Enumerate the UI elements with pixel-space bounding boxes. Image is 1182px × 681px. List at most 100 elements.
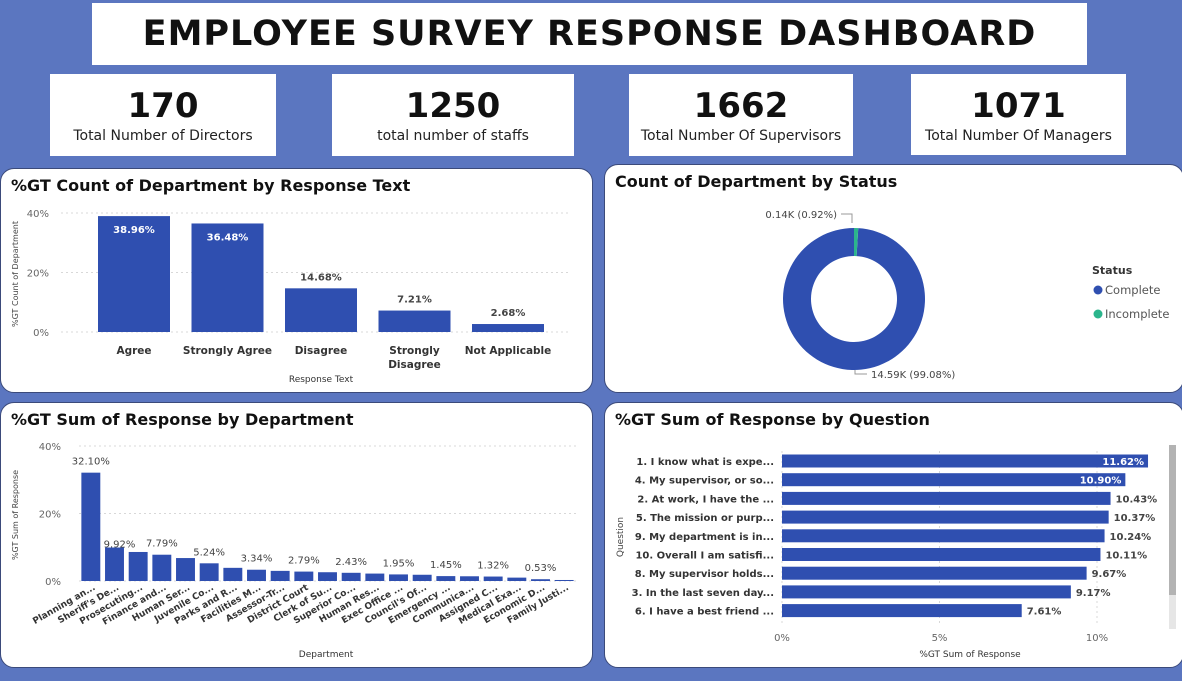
data-label: 1.45% bbox=[430, 560, 462, 571]
kpi-card-managers: 1071 Total Number Of Managers bbox=[911, 74, 1126, 155]
x-tick-label: Strongly Agree bbox=[183, 345, 272, 357]
y-tick-label: 40% bbox=[27, 209, 49, 220]
chart-title: %GT Sum of Response by Department bbox=[11, 410, 354, 429]
question-bar-chart: 0% 5% 10% %GT Sum of Response Question 11.62%… bbox=[616, 445, 1176, 660]
bar bbox=[285, 288, 357, 332]
kpi-label: total number of staffs bbox=[377, 128, 529, 144]
bar bbox=[412, 574, 432, 581]
bar bbox=[152, 554, 172, 581]
legend-title: Status bbox=[1092, 264, 1133, 277]
data-label: 10.37% bbox=[1114, 513, 1156, 524]
bar bbox=[782, 510, 1109, 524]
bar bbox=[436, 576, 456, 581]
y-axis-label: %GT Count of Department bbox=[11, 221, 20, 327]
x-axis-label: %GT Sum of Response bbox=[919, 650, 1021, 660]
legend-marker bbox=[1093, 285, 1103, 295]
bar bbox=[782, 491, 1111, 505]
donut-slice-complete bbox=[783, 228, 925, 370]
bar bbox=[294, 571, 314, 581]
y-tick-label: 6. I have a best friend ... bbox=[635, 607, 774, 618]
data-label: 10.11% bbox=[1105, 551, 1147, 562]
leader-line bbox=[841, 213, 853, 223]
y-tick-label: 0% bbox=[45, 577, 61, 588]
bar bbox=[782, 473, 1126, 487]
data-label: 11.62% bbox=[1102, 457, 1144, 468]
bar bbox=[782, 548, 1101, 561]
status-donut-chart: 0.14K (0.92%) 14.59K (99.08%) Status Comple… bbox=[765, 210, 1169, 381]
slice-label: 0.14K (0.92%) bbox=[765, 210, 837, 221]
bar bbox=[782, 566, 1087, 580]
bar bbox=[199, 563, 219, 581]
panel-status-chart[interactable]: Count of Department by Status 0.14K (0.9… bbox=[604, 164, 1182, 393]
bar bbox=[191, 223, 264, 332]
y-tick-label: 20% bbox=[39, 510, 61, 521]
x-axis-label: Response Text bbox=[289, 375, 354, 385]
bar bbox=[365, 573, 385, 581]
x-tick-label: Strongly bbox=[389, 345, 440, 357]
y-tick-label: 3. In the last seven day... bbox=[632, 588, 774, 599]
bar bbox=[531, 579, 550, 581]
data-label: 1.32% bbox=[477, 561, 509, 572]
y-axis-label: %GT Sum of Response bbox=[11, 470, 20, 560]
kpi-value: 1071 bbox=[971, 85, 1066, 126]
bar bbox=[341, 572, 361, 581]
bar bbox=[247, 569, 266, 581]
kpi-card-staffs: 1250 total number of staffs bbox=[332, 74, 574, 156]
department-bar-chart: 40%20%0%%GT Sum of Response32.10%Plannin… bbox=[11, 442, 576, 660]
x-tick-label: Not Applicable bbox=[465, 345, 552, 357]
y-tick-label: 1. I know what is expe... bbox=[636, 457, 774, 468]
bar bbox=[554, 579, 574, 581]
data-label: 2.79% bbox=[288, 556, 320, 567]
donut-slice-incomplete bbox=[854, 228, 859, 257]
legend-entry: Complete bbox=[1105, 283, 1160, 297]
data-label: 9.17% bbox=[1076, 588, 1111, 599]
panel-question-chart[interactable]: %GT Sum of Response by Question 0% 5% 10%%… bbox=[604, 402, 1182, 668]
bar bbox=[460, 576, 479, 581]
kpi-label: Total Number of Directors bbox=[73, 128, 253, 144]
data-label: 10.43% bbox=[1116, 494, 1158, 505]
kpi-value: 1250 bbox=[405, 86, 501, 126]
response-text-bar-chart: 40% 20% 0% %GT Count of Department 38.96% Agr… bbox=[11, 209, 571, 385]
bar bbox=[98, 216, 170, 332]
legend-entry: Incomplete bbox=[1105, 307, 1169, 321]
data-label: 14.68% bbox=[300, 272, 342, 283]
data-label: 3.34% bbox=[241, 554, 273, 565]
bar bbox=[81, 472, 101, 581]
data-label: 7.21% bbox=[397, 295, 432, 306]
data-label: 5.24% bbox=[193, 547, 225, 558]
data-label: 10.24% bbox=[1110, 532, 1152, 543]
data-label: 38.96% bbox=[113, 225, 155, 236]
slice-label: 14.59K (99.08%) bbox=[871, 370, 955, 381]
y-tick-label: 10. Overall I am satisfi... bbox=[635, 551, 774, 562]
dashboard-title-banner: EMPLOYEE SURVEY RESPONSE DASHBOARD bbox=[92, 3, 1087, 65]
bar bbox=[270, 570, 290, 581]
bar bbox=[782, 454, 1149, 468]
legend-marker bbox=[1093, 309, 1103, 319]
bar bbox=[378, 310, 451, 332]
y-tick-label: 40% bbox=[39, 442, 61, 453]
x-axis-label: Department bbox=[299, 650, 354, 660]
panel-response-text-chart[interactable]: %GT Count of Department by Response Text… bbox=[0, 168, 593, 393]
x-tick-label: Disagree bbox=[388, 359, 441, 371]
bar bbox=[472, 324, 544, 332]
data-label: 36.48% bbox=[207, 232, 249, 243]
kpi-value: 1662 bbox=[693, 86, 789, 126]
y-tick-label: 8. My supervisor holds... bbox=[635, 569, 774, 580]
data-label: 32.10% bbox=[72, 457, 110, 468]
x-tick-label: 10% bbox=[1086, 633, 1108, 644]
data-label: 7.79% bbox=[146, 539, 178, 550]
bar bbox=[223, 567, 243, 581]
scrollbar-thumb[interactable] bbox=[1169, 445, 1176, 595]
kpi-card-supervisors: 1662 Total Number Of Supervisors bbox=[629, 74, 853, 156]
data-label: 1.95% bbox=[383, 558, 415, 569]
bar bbox=[782, 585, 1071, 599]
bar bbox=[176, 558, 195, 581]
y-tick-label: 20% bbox=[27, 269, 49, 280]
panel-department-chart[interactable]: %GT Sum of Response by Department 40% 20%… bbox=[0, 402, 593, 668]
data-label: 9.92% bbox=[104, 540, 136, 551]
data-label: 9.67% bbox=[1092, 569, 1127, 580]
x-tick-label: Agree bbox=[116, 345, 151, 357]
x-tick-label: 0% bbox=[774, 633, 790, 644]
bar bbox=[105, 547, 124, 581]
kpi-value: 170 bbox=[127, 86, 199, 126]
